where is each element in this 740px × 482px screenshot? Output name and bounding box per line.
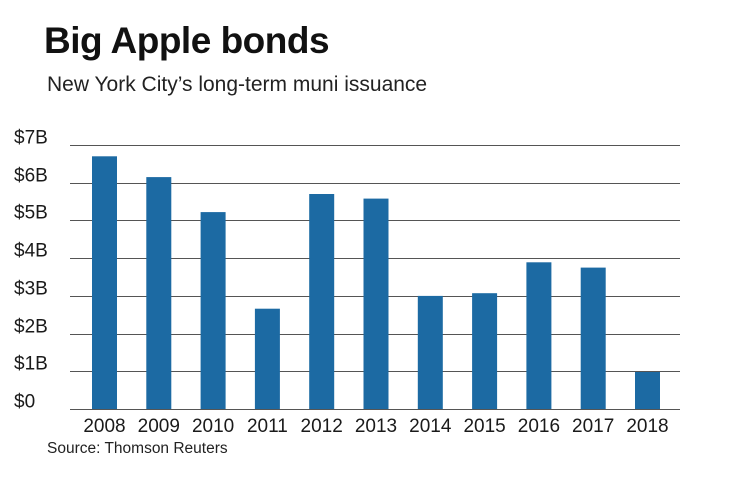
y-tick-label: $3B (14, 279, 48, 300)
bar (200, 212, 226, 409)
y-tick-label: $7B (14, 128, 48, 149)
chart-subtitle: New York City’s long-term muni issuance (47, 73, 428, 96)
x-tick-label: 2011 (247, 416, 288, 437)
y-tick-label: $6B (14, 166, 48, 187)
x-tick-label: 2018 (626, 416, 668, 437)
y-tick-label: $1B (14, 354, 48, 375)
source-note: Source: Thomson Reuters (47, 440, 228, 457)
bar (417, 295, 443, 409)
x-tick-label: 2015 (463, 416, 505, 437)
y-tick-label: $5B (14, 203, 48, 224)
x-tick-label: 2009 (138, 416, 180, 437)
bar (580, 267, 606, 409)
bar (254, 308, 280, 409)
chart-title: Big Apple bonds (44, 20, 330, 61)
x-tick-label: 2017 (572, 416, 614, 437)
x-tick-label: 2012 (301, 416, 343, 437)
y-tick-label: $0 (14, 392, 35, 413)
x-tick-label: 2016 (518, 416, 560, 437)
x-tick-label: 2013 (355, 416, 397, 437)
x-tick-label: 2014 (409, 416, 452, 437)
bar (526, 262, 552, 409)
bars (92, 156, 660, 409)
bar (472, 293, 498, 409)
bar (363, 198, 389, 409)
bar (309, 194, 335, 409)
x-axis-tick-labels: 2008 2009 2010 2011 2012 2013 2014 2015 2016 2017… (83, 416, 668, 437)
x-tick-label: 2008 (83, 416, 125, 437)
bar (146, 177, 172, 409)
x-tick-label: 2010 (192, 416, 234, 437)
bar (92, 156, 117, 409)
y-tick-label: $4B (14, 241, 48, 262)
y-tick-label: $2B (14, 317, 48, 338)
bar (635, 372, 660, 409)
y-axis-tick-labels: $0 $1B $2B $3B $4B $5B $6B $7B (14, 128, 48, 413)
